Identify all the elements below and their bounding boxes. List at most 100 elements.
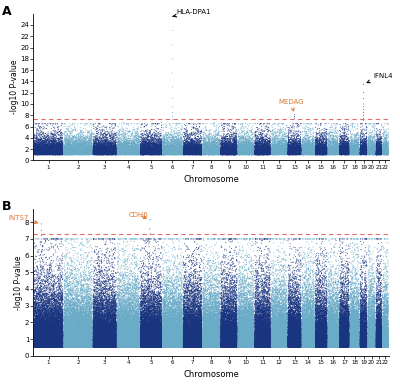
Point	[204, 313, 210, 319]
Point	[259, 152, 265, 158]
Point	[66, 344, 72, 350]
Point	[153, 335, 159, 341]
Point	[354, 326, 360, 332]
Point	[342, 306, 348, 313]
Point	[259, 148, 266, 154]
Point	[171, 144, 177, 150]
Point	[120, 333, 126, 339]
Point	[363, 152, 370, 158]
Point	[144, 147, 151, 153]
Point	[191, 332, 197, 338]
Point	[380, 342, 386, 348]
Point	[75, 327, 82, 333]
Point	[229, 328, 236, 335]
Point	[118, 338, 125, 345]
Point	[40, 344, 46, 350]
Point	[314, 144, 320, 151]
Point	[250, 341, 256, 347]
Point	[122, 336, 129, 342]
Point	[247, 341, 253, 347]
Point	[129, 336, 136, 342]
Point	[212, 146, 218, 152]
Point	[297, 340, 304, 346]
Point	[80, 339, 86, 345]
Point	[130, 338, 136, 345]
Point	[328, 147, 334, 153]
Point	[278, 340, 284, 346]
Point	[204, 339, 211, 345]
Point	[270, 331, 277, 337]
Point	[92, 331, 98, 337]
Point	[90, 339, 97, 345]
Point	[235, 150, 242, 156]
Point	[183, 142, 190, 148]
Point	[166, 313, 173, 319]
Point	[209, 316, 215, 323]
Point	[147, 305, 154, 311]
Point	[187, 152, 194, 158]
Point	[297, 146, 304, 152]
Point	[181, 338, 187, 344]
Point	[315, 292, 321, 298]
Point	[330, 343, 336, 349]
Point	[154, 296, 161, 302]
Point	[219, 338, 225, 345]
Point	[135, 304, 142, 310]
Point	[33, 148, 40, 154]
Point	[106, 328, 112, 334]
Point	[300, 342, 307, 348]
Point	[260, 343, 266, 349]
Point	[208, 338, 214, 345]
Point	[238, 340, 244, 346]
Point	[374, 337, 380, 343]
Point	[368, 329, 374, 335]
Point	[71, 315, 77, 321]
Point	[322, 331, 328, 337]
Point	[168, 290, 175, 296]
Point	[214, 336, 220, 342]
Point	[103, 306, 109, 312]
Point	[136, 137, 142, 143]
Point	[318, 305, 325, 311]
Point	[302, 340, 308, 346]
Point	[244, 338, 251, 344]
Point	[290, 318, 296, 325]
Point	[270, 343, 276, 349]
Point	[211, 144, 217, 150]
Point	[311, 326, 318, 332]
Point	[78, 152, 84, 158]
Point	[280, 148, 286, 154]
Point	[335, 148, 341, 154]
Point	[128, 306, 134, 313]
Point	[226, 340, 233, 346]
Point	[115, 322, 122, 328]
Point	[96, 144, 102, 150]
Point	[46, 316, 53, 322]
Point	[345, 316, 351, 323]
Point	[128, 316, 135, 323]
Point	[330, 312, 336, 318]
Point	[40, 324, 47, 330]
Point	[241, 344, 248, 350]
Point	[129, 343, 135, 349]
Point	[173, 328, 179, 334]
Point	[249, 143, 255, 149]
Point	[361, 271, 368, 277]
Point	[244, 142, 250, 148]
Point	[118, 334, 124, 340]
Point	[250, 325, 256, 331]
Point	[191, 342, 198, 348]
Point	[260, 134, 267, 141]
Point	[101, 334, 108, 340]
Point	[344, 151, 350, 157]
Point	[99, 338, 106, 345]
Point	[88, 140, 95, 146]
Point	[98, 327, 104, 333]
Point	[36, 288, 42, 294]
Point	[104, 336, 110, 342]
Point	[327, 308, 334, 314]
Point	[91, 330, 98, 336]
Point	[156, 332, 163, 338]
Point	[206, 326, 213, 332]
Point	[255, 339, 262, 345]
